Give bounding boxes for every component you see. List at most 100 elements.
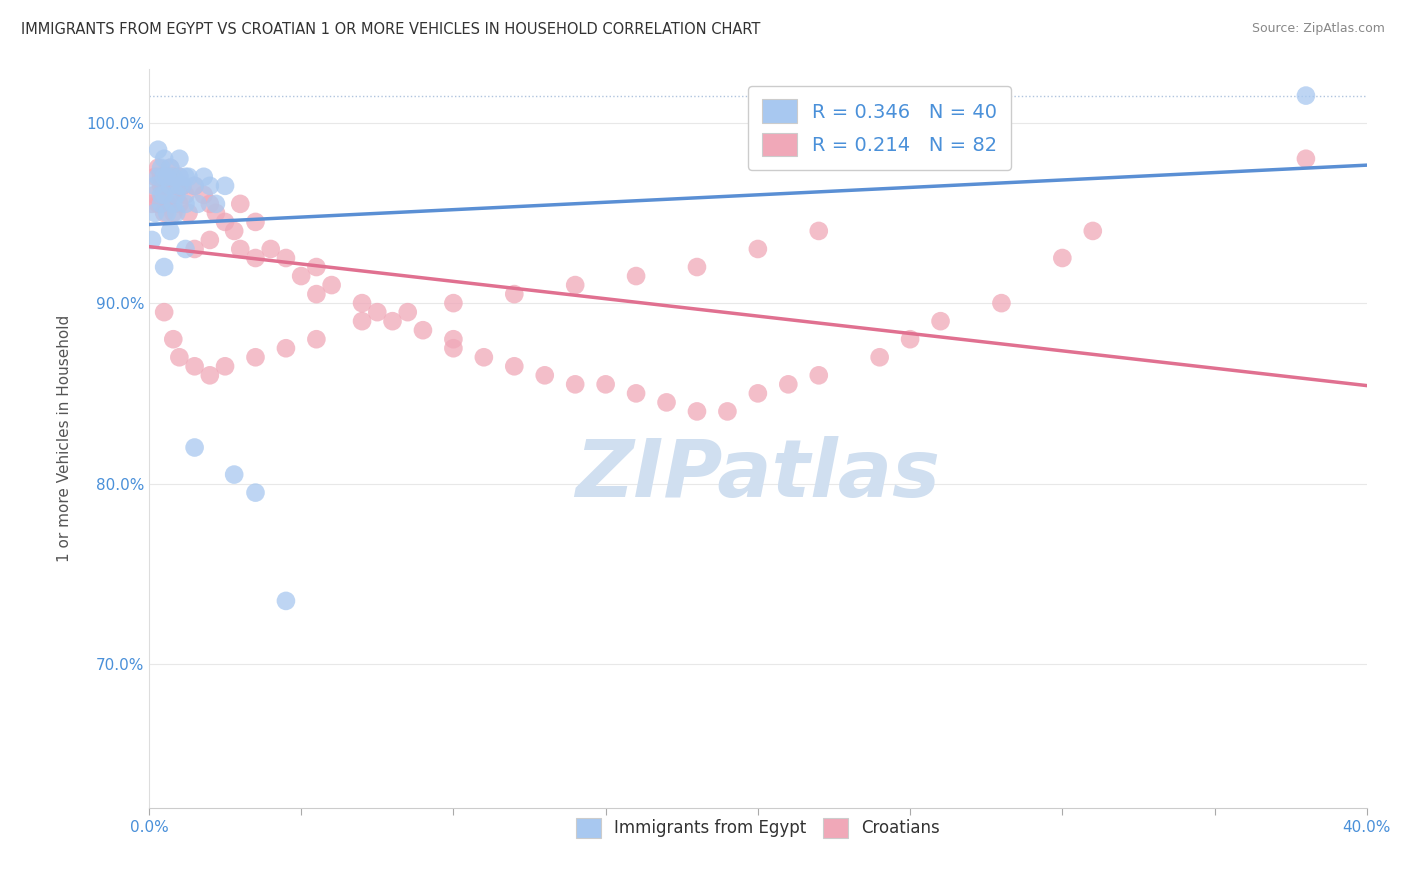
Point bbox=[165, 206, 187, 220]
Point bbox=[503, 359, 526, 374]
Point bbox=[224, 224, 246, 238]
Point bbox=[564, 278, 586, 293]
Point bbox=[146, 161, 169, 175]
Point bbox=[274, 251, 297, 265]
Point bbox=[183, 178, 205, 193]
Point bbox=[260, 242, 283, 256]
Point bbox=[807, 224, 830, 238]
Point bbox=[305, 332, 328, 346]
Point bbox=[183, 242, 205, 256]
Point bbox=[205, 206, 228, 220]
Point bbox=[929, 314, 952, 328]
Point bbox=[274, 341, 297, 355]
Point bbox=[198, 368, 221, 383]
Point bbox=[159, 178, 181, 193]
Point bbox=[143, 178, 166, 193]
Point bbox=[747, 242, 769, 256]
Point bbox=[305, 260, 328, 274]
Point bbox=[156, 206, 179, 220]
Point bbox=[778, 377, 800, 392]
Point bbox=[245, 351, 267, 365]
Point bbox=[441, 296, 464, 310]
Point bbox=[159, 161, 181, 175]
Point bbox=[655, 395, 678, 409]
Point bbox=[169, 152, 191, 166]
Point bbox=[169, 178, 191, 193]
Point bbox=[716, 404, 738, 418]
Legend: Immigrants from Egypt, Croatians: Immigrants from Egypt, Croatians bbox=[569, 811, 946, 845]
Point bbox=[146, 197, 169, 211]
Point bbox=[198, 233, 221, 247]
Point bbox=[141, 233, 163, 247]
Point bbox=[153, 169, 176, 184]
Point bbox=[441, 341, 464, 355]
Point bbox=[214, 215, 236, 229]
Point bbox=[150, 161, 173, 175]
Point bbox=[169, 197, 191, 211]
Point bbox=[141, 197, 163, 211]
Point bbox=[183, 178, 205, 193]
Point bbox=[174, 187, 197, 202]
Point bbox=[172, 178, 194, 193]
Point bbox=[869, 351, 891, 365]
Point bbox=[1295, 88, 1317, 103]
Point bbox=[162, 169, 184, 184]
Point bbox=[472, 351, 495, 365]
Point bbox=[366, 305, 388, 319]
Point bbox=[156, 197, 179, 211]
Point bbox=[153, 187, 176, 202]
Point bbox=[187, 197, 209, 211]
Point bbox=[381, 314, 404, 328]
Point bbox=[183, 359, 205, 374]
Point bbox=[146, 169, 169, 184]
Point bbox=[686, 260, 709, 274]
Point bbox=[686, 404, 709, 418]
Point bbox=[1052, 251, 1074, 265]
Point bbox=[229, 197, 252, 211]
Point bbox=[352, 296, 374, 310]
Point bbox=[214, 178, 236, 193]
Point bbox=[174, 169, 197, 184]
Point bbox=[396, 305, 419, 319]
Point bbox=[172, 178, 194, 193]
Point bbox=[807, 368, 830, 383]
Point bbox=[564, 377, 586, 392]
Point bbox=[159, 187, 181, 202]
Point bbox=[150, 178, 173, 193]
Point bbox=[153, 305, 176, 319]
Point bbox=[156, 169, 179, 184]
Point bbox=[162, 169, 184, 184]
Point bbox=[412, 323, 434, 337]
Point bbox=[245, 251, 267, 265]
Point bbox=[441, 332, 464, 346]
Point bbox=[624, 386, 647, 401]
Point bbox=[169, 351, 191, 365]
Text: Source: ZipAtlas.com: Source: ZipAtlas.com bbox=[1251, 22, 1385, 36]
Text: ZIPatlas: ZIPatlas bbox=[575, 436, 941, 515]
Point bbox=[153, 260, 176, 274]
Point bbox=[169, 169, 191, 184]
Point bbox=[174, 197, 197, 211]
Point bbox=[533, 368, 555, 383]
Point bbox=[747, 386, 769, 401]
Point bbox=[274, 594, 297, 608]
Point bbox=[162, 206, 184, 220]
Point bbox=[198, 197, 221, 211]
Point bbox=[153, 152, 176, 166]
Point bbox=[156, 169, 179, 184]
Point bbox=[146, 143, 169, 157]
Point bbox=[159, 161, 181, 175]
Point bbox=[624, 268, 647, 283]
Point bbox=[150, 197, 173, 211]
Point bbox=[150, 169, 173, 184]
Point bbox=[183, 441, 205, 455]
Point bbox=[352, 314, 374, 328]
Point bbox=[224, 467, 246, 482]
Point bbox=[159, 224, 181, 238]
Point bbox=[245, 215, 267, 229]
Point bbox=[143, 187, 166, 202]
Point bbox=[198, 178, 221, 193]
Point bbox=[169, 169, 191, 184]
Point bbox=[150, 187, 173, 202]
Y-axis label: 1 or more Vehicles in Household: 1 or more Vehicles in Household bbox=[58, 315, 72, 562]
